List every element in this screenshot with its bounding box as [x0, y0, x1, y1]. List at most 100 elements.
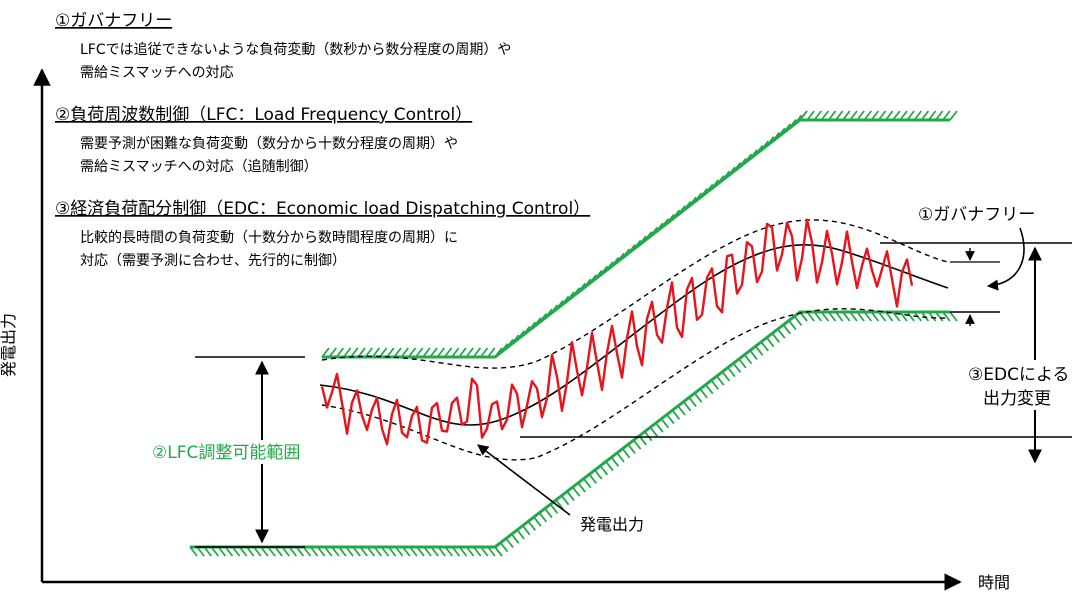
lower-hatch-tick: [345, 546, 354, 557]
upper-hatch-tick: [364, 347, 373, 358]
upper-hatch-tick: [632, 239, 642, 250]
upper-hatch-tick: [856, 110, 865, 121]
upper-hatch-tick: [942, 110, 951, 121]
lower-hatch-tick: [458, 546, 468, 557]
upper-hatch-tick: [321, 347, 330, 358]
lower-hatch-tick: [203, 546, 212, 557]
lower-hatch-tick: [366, 546, 376, 557]
lower-hatch-tick: [732, 362, 742, 373]
lower-hatch-tick: [387, 546, 397, 557]
lower-hatch-tick: [721, 371, 731, 382]
upper-hatch-tick: [766, 136, 775, 147]
upper-hatch-tick: [599, 265, 609, 276]
upper-hatch-tick: [906, 110, 915, 121]
lower-hatch-tick: [835, 311, 844, 322]
lower-hatch-tick: [560, 495, 570, 506]
lower-hatch-tick: [331, 546, 340, 557]
upper-hatch-tick: [533, 317, 542, 328]
upper-hatch-tick: [863, 110, 872, 121]
lower-hatch-tick: [555, 499, 564, 510]
upper-hatch-tick: [555, 300, 564, 311]
upper-hatch-tick: [505, 338, 514, 349]
upper-hatch-tick: [738, 157, 747, 168]
upper-hatch-tick: [386, 347, 395, 358]
upper-hatch-tick: [870, 110, 880, 121]
upper-hatch-tick: [350, 347, 359, 358]
lower-hatch-tick: [238, 546, 248, 557]
lower-hatch-tick: [295, 546, 305, 557]
lower-hatch-tick: [942, 311, 951, 322]
upper-hatch-tick: [644, 231, 653, 242]
upper-hatch-tick: [885, 110, 894, 121]
upper-hatch-tick: [754, 144, 764, 156]
lower-hatch-tick: [316, 546, 326, 557]
actual-output-curve: [320, 218, 914, 446]
upper-hatch-tick: [414, 347, 424, 358]
lower-hatch-tick: [510, 533, 520, 544]
lower-hatch-tick: [699, 388, 708, 399]
band-lower-dashed: [321, 308, 949, 461]
lower-hatch-tick: [820, 311, 830, 322]
lower-hatch-tick: [813, 311, 822, 322]
upper-hatch-tick: [920, 110, 930, 121]
legend-lfc-heading: ②負荷周波数制御（LFC：Load Frequency Control）: [55, 105, 472, 125]
tolerance-band: [321, 219, 949, 461]
lower-hatch-tick: [632, 439, 642, 450]
upper-hatch-tick: [799, 110, 808, 121]
upper-hatch-tick: [638, 235, 647, 246]
upper-hatch-tick: [760, 140, 769, 151]
lower-hatch-tick: [516, 529, 525, 540]
lower-hatch-tick: [594, 469, 603, 480]
lower-hatch-tick: [402, 546, 411, 557]
legend-governor-free-heading: ①ガバナフリー: [55, 11, 172, 31]
lower-hatch-tick: [566, 490, 575, 502]
upper-hatch-tick: [544, 308, 553, 319]
lower-hatch-tick: [610, 456, 620, 467]
lfc-lower-limit-line: [190, 310, 950, 549]
upper-hatch-tick: [522, 325, 531, 337]
upper-hatch-tick: [827, 110, 837, 121]
lower-hatch-tick: [906, 311, 915, 322]
lower-hatch-tick: [451, 546, 461, 557]
lower-hatch-tick: [267, 546, 276, 557]
lower-hatch-tick: [827, 311, 837, 322]
upper-hatch-tick: [588, 274, 597, 285]
lower-hatch-tick: [505, 537, 514, 549]
upper-hatch-tick: [371, 347, 381, 358]
upper-hatch-tick: [666, 213, 675, 224]
legend-governor-free-line-2: 需給ミスマッチへの対応: [80, 65, 234, 81]
lower-hatch-tick: [359, 546, 368, 557]
lower-hatch-tick: [892, 311, 901, 322]
lower-hatch-tick: [571, 486, 581, 497]
lower-hatch-tick: [538, 512, 548, 523]
lower-hatch-tick: [394, 546, 404, 557]
upper-hatch-tick: [721, 170, 731, 181]
upper-hatch-tick: [422, 347, 431, 358]
upper-hatch-tick: [479, 347, 489, 358]
upper-hatch-tick: [699, 188, 708, 199]
upper-hatch-tick: [813, 110, 822, 121]
upper-hatch-tick: [393, 347, 402, 358]
upper-hatch-tick: [487, 347, 496, 358]
upper-hatch-tick: [660, 218, 670, 229]
lower-hatch-tick: [416, 546, 425, 557]
mean-output-curve: [319, 243, 949, 426]
lower-hatch-tick: [743, 354, 753, 365]
lower-hatch-tick: [465, 546, 475, 557]
lower-hatch-tick: [196, 546, 205, 557]
upper-hatch-tick: [499, 343, 509, 354]
upper-hatch-tick: [671, 209, 681, 220]
upper-hatch-tick: [443, 347, 453, 358]
lfc-range-label-bg: [148, 440, 328, 464]
upper-hatch-tick: [913, 110, 922, 121]
lower-hatch-tick: [302, 546, 312, 557]
lower-hatch-tick: [870, 311, 880, 322]
lfc-range-indicator: ②LFC調整可能範囲: [148, 360, 328, 544]
upper-hatch-tick: [621, 248, 631, 259]
lower-hatch-tick: [577, 482, 586, 493]
lower-hatch-tick: [588, 473, 597, 484]
lower-hatch-tick: [806, 311, 815, 322]
upper-hatch-tick: [682, 200, 692, 212]
upper-hatch-tick: [806, 110, 815, 121]
upper-hatch-tick: [743, 153, 753, 164]
